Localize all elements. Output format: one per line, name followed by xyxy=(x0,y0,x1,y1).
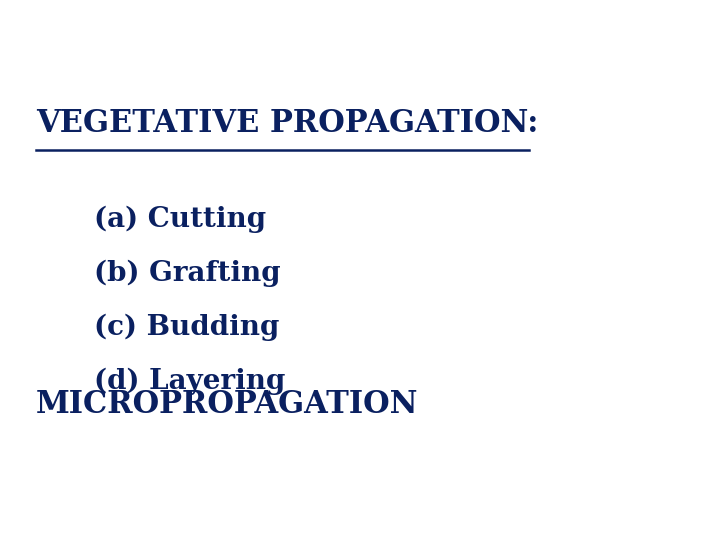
Text: MICROPROPAGATION: MICROPROPAGATION xyxy=(36,389,418,420)
Text: (c) Budding: (c) Budding xyxy=(94,313,279,341)
Text: (b) Grafting: (b) Grafting xyxy=(94,259,280,287)
Text: VEGETATIVE PROPAGATION:: VEGETATIVE PROPAGATION: xyxy=(36,108,539,139)
Text: (a) Cutting: (a) Cutting xyxy=(94,205,266,233)
Text: (d) Layering: (d) Layering xyxy=(94,367,285,395)
